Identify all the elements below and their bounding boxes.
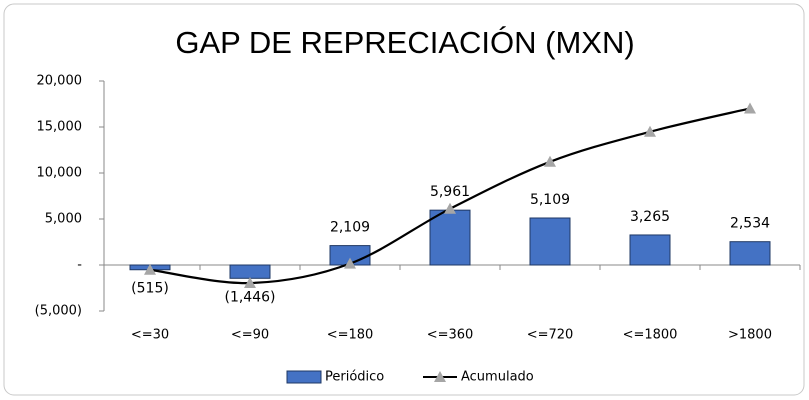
data-label: (1,446) — [224, 289, 275, 305]
marker — [344, 257, 356, 269]
x-tick-label: <=180 — [327, 328, 374, 343]
legend-swatch — [286, 370, 322, 384]
x-tick-label: <=360 — [427, 328, 474, 343]
marker — [244, 277, 256, 289]
y-tick-label: 15,000 — [37, 120, 83, 135]
legend-marker — [434, 371, 446, 382]
bar — [529, 217, 571, 266]
legend-label: Acumulado — [461, 370, 534, 385]
bar — [729, 241, 771, 266]
marker — [744, 102, 756, 114]
frame — [3, 3, 805, 396]
marker — [144, 263, 156, 275]
data-label: 2,109 — [330, 220, 370, 236]
y-tick-label: 5,000 — [45, 212, 82, 227]
data-label: 5,961 — [430, 184, 470, 200]
x-tick-label: <=30 — [131, 328, 169, 343]
marker — [544, 155, 556, 167]
bar — [229, 264, 271, 279]
y-tick-label: - — [77, 258, 82, 273]
legend-label: Periódico — [325, 370, 384, 385]
x-tick-label: <=720 — [527, 328, 574, 343]
marker — [444, 202, 456, 214]
x-tick-label: <=90 — [231, 328, 269, 343]
x-tick-label: >1800 — [728, 328, 772, 343]
y-tick-label: 10,000 — [37, 166, 83, 181]
chart-title: GAP DE REPRECIACIÓN (MXN) — [175, 25, 634, 60]
bar — [429, 209, 471, 266]
bar — [629, 234, 671, 266]
y-tick-label: (5,000) — [35, 304, 82, 319]
data-label: 2,534 — [730, 216, 770, 232]
marker — [644, 125, 656, 137]
x-tick-label: <=1800 — [623, 328, 678, 343]
data-label: 5,109 — [530, 192, 570, 208]
data-label: 3,265 — [630, 209, 670, 225]
data-label: (515) — [131, 281, 169, 297]
y-tick-label: 20,000 — [37, 74, 83, 89]
